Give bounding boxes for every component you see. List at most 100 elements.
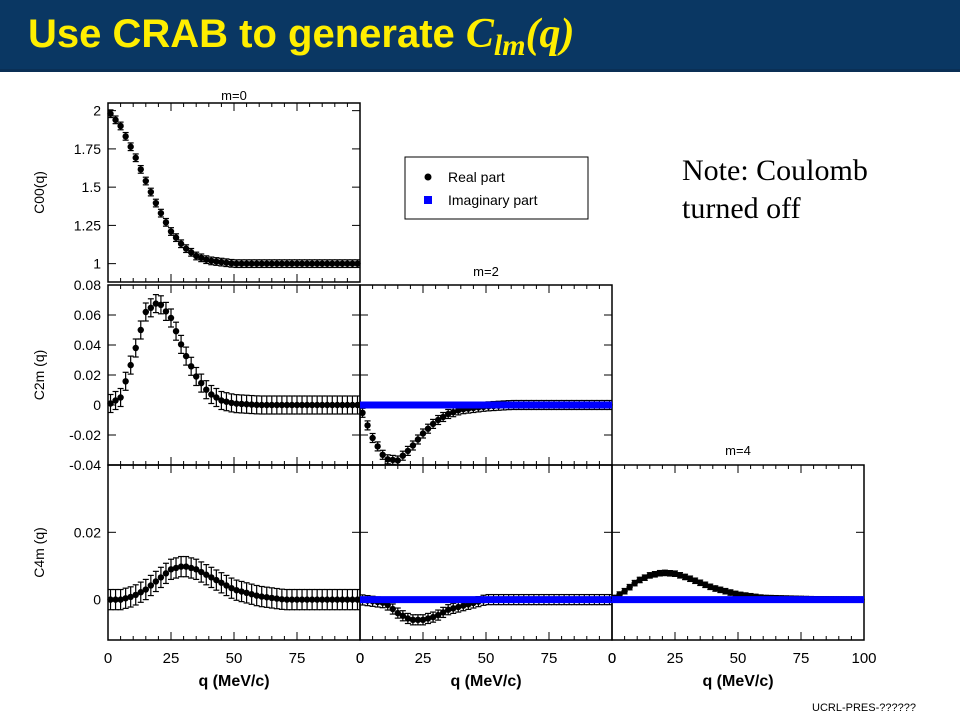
real-part-point <box>167 566 175 573</box>
real-part-point <box>147 188 155 196</box>
real-part-point <box>394 457 401 464</box>
title-symbol: C <box>465 11 494 57</box>
real-part-point <box>152 300 160 307</box>
real-part-point <box>268 594 275 602</box>
real-part-point <box>671 570 679 577</box>
real-part-point <box>384 601 391 609</box>
real-part-point <box>228 399 235 407</box>
real-part-point <box>434 611 442 619</box>
real-part-point <box>198 568 205 576</box>
y-axis-label: C4m (q) <box>31 527 47 578</box>
real-part-point <box>132 344 139 352</box>
real-part-point <box>409 616 417 624</box>
real-part-point <box>414 436 422 443</box>
real-part-point <box>717 586 724 594</box>
real-part-point <box>339 401 346 409</box>
y-tick-label: 1.5 <box>82 179 102 195</box>
real-part-point <box>278 260 286 267</box>
x-tick-label: 0 <box>608 650 616 667</box>
real-part-point <box>147 304 155 311</box>
real-part-point <box>293 260 301 267</box>
real-part-point <box>419 430 427 437</box>
real-part-point <box>273 401 281 409</box>
x-tick-label: 0 <box>356 650 364 667</box>
x-tick-label: 25 <box>163 650 180 667</box>
real-part-point <box>313 401 321 409</box>
real-part-point <box>218 258 225 266</box>
real-part-point <box>389 456 396 464</box>
real-part-point <box>455 407 462 414</box>
real-part-point <box>676 572 684 579</box>
real-part-point <box>203 256 210 263</box>
real-part-point <box>203 386 210 393</box>
panel-title: m=0 <box>221 88 247 103</box>
coulomb-note: Note: Coulomb turned off <box>682 152 942 228</box>
real-part-point <box>313 596 321 603</box>
real-part-point <box>681 573 689 581</box>
real-part-point <box>379 451 386 458</box>
real-part-point <box>228 260 235 267</box>
real-part-point <box>288 596 296 603</box>
real-part-point <box>152 199 160 207</box>
y-axis-label: C00(q) <box>31 171 47 214</box>
real-part-point <box>374 443 381 450</box>
real-part-point <box>293 596 301 603</box>
real-part-point <box>450 605 457 612</box>
real-part-point <box>303 401 311 409</box>
real-part-point <box>344 401 351 409</box>
note-line-1: Note: Coulomb <box>682 154 868 187</box>
real-part-point <box>132 154 139 161</box>
real-part-point <box>399 612 407 619</box>
x-tick-label: 100 <box>851 650 876 667</box>
real-part-point <box>283 260 291 267</box>
y-axis-label: C2m (q) <box>31 350 47 401</box>
real-part-point <box>656 570 664 577</box>
real-part-point <box>187 564 195 572</box>
real-part-point <box>253 592 260 599</box>
real-part-point <box>324 260 331 267</box>
real-part-point <box>686 575 694 582</box>
x-tick-label: 25 <box>415 650 432 667</box>
real-part-point <box>117 394 124 401</box>
real-part-point <box>288 401 296 409</box>
real-part-point <box>172 234 180 241</box>
real-part-point <box>359 409 366 416</box>
real-part-point <box>641 574 648 581</box>
legend-real-marker <box>424 173 432 181</box>
real-part-point <box>651 571 659 578</box>
real-part-point <box>369 434 376 442</box>
real-part-point <box>208 391 215 398</box>
real-part-point <box>707 583 714 591</box>
real-part-point <box>278 596 286 603</box>
real-part-point <box>187 363 195 370</box>
x-tick-label: 0 <box>608 650 616 667</box>
real-part-point <box>460 602 467 609</box>
real-part-point <box>419 616 427 624</box>
real-part-point <box>238 260 245 267</box>
real-part-point <box>319 401 326 409</box>
note-line-2: turned off <box>682 192 801 225</box>
real-part-point <box>273 595 281 602</box>
x-tick-label: 75 <box>793 650 810 667</box>
x-tick-label: 50 <box>730 650 747 667</box>
real-part-point <box>218 579 225 586</box>
real-part-point <box>308 401 316 409</box>
real-part-point <box>127 361 134 369</box>
real-part-point <box>339 596 346 603</box>
real-part-point <box>364 422 371 429</box>
real-part-point <box>329 596 336 603</box>
real-part-point <box>193 566 200 573</box>
real-part-point <box>243 589 250 597</box>
real-part-point <box>636 576 643 584</box>
real-part-point <box>424 425 432 432</box>
real-part-point <box>223 398 230 405</box>
real-part-point <box>218 397 225 404</box>
real-part-point <box>253 401 260 409</box>
real-part-point <box>127 593 134 601</box>
real-part-point <box>399 452 407 459</box>
document-code: UCRL-PRES-?????? <box>812 702 916 714</box>
real-part-point <box>208 257 215 265</box>
title-subscript: lm <box>493 29 526 62</box>
real-part-point <box>727 589 734 596</box>
real-part-point <box>107 596 114 603</box>
